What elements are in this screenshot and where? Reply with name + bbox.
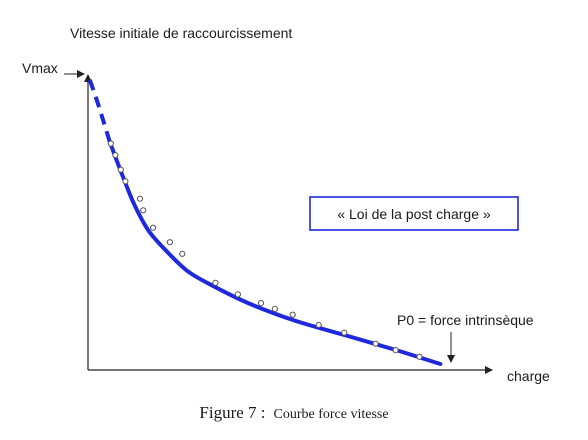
data-point-12: [257, 300, 265, 307]
data-point-18: [392, 347, 399, 354]
data-point-1: [107, 140, 114, 147]
caption-main: Figure 7 :: [199, 403, 265, 422]
data-point-19: [416, 353, 423, 360]
figure-caption: Figure 7 : Courbe force vitesse: [199, 403, 388, 422]
curve-dashed-segment: [87, 79, 112, 142]
data-point-2: [112, 152, 119, 159]
data-point-16: [341, 329, 348, 336]
data-points: [107, 140, 423, 360]
y-axis-label: Vitesse initiale de raccourcissement: [70, 25, 292, 41]
data-point-3: [117, 166, 124, 173]
data-point-17: [372, 340, 379, 347]
data-point-11: [234, 291, 241, 298]
curve-layer: [87, 79, 443, 366]
annotation-box: [309, 196, 519, 231]
annotation-text: « Loi de la post charge »: [337, 206, 491, 222]
data-point-5: [136, 195, 144, 202]
data-point-8: [166, 239, 173, 246]
data-point-14: [289, 311, 296, 318]
data-point-7: [150, 224, 157, 231]
curve-solid-segment: [107, 138, 443, 366]
p0-label: P0 = force intrinsèque: [397, 312, 534, 328]
data-point-10: [212, 279, 219, 286]
data-point-13: [271, 305, 278, 312]
data-point-6: [140, 207, 147, 214]
data-point-9: [179, 250, 186, 257]
x-axis-label: charge: [507, 368, 550, 384]
data-point-4: [122, 178, 129, 185]
data-point-15: [315, 321, 322, 328]
caption-rest: Courbe force vitesse: [274, 407, 389, 422]
vmax-label: Vmax: [22, 60, 58, 76]
